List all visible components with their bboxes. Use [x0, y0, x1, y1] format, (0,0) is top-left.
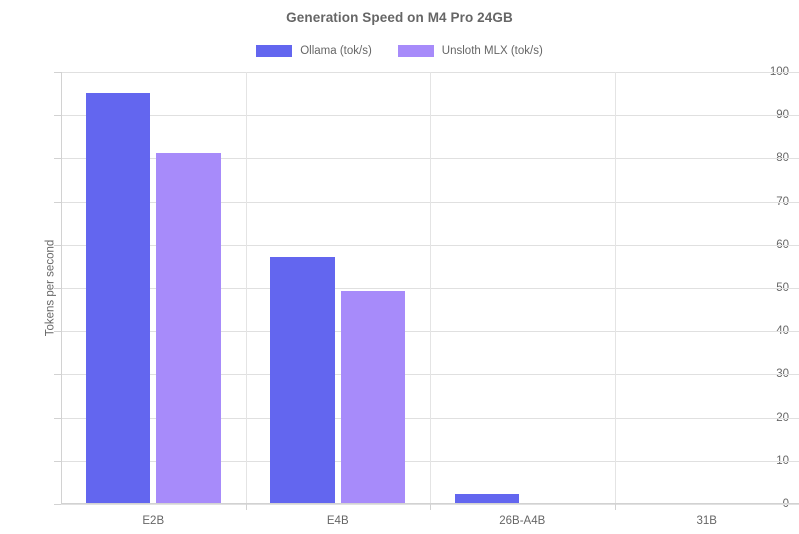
legend-swatch-icon: [397, 45, 434, 57]
legend-label: Unsloth MLX (tok/s): [441, 45, 543, 57]
category-divider: [430, 72, 431, 504]
y-axis-tick-mark: [54, 288, 61, 289]
y-axis-label-wrap: Tokens per second: [0, 72, 56, 504]
chart-legend: Ollama (tok/s) Unsloth MLX (tok/s): [0, 45, 799, 57]
x-axis-tick-mark: [430, 504, 431, 510]
y-axis-tick-mark: [54, 201, 61, 203]
y-axis-tick-mark: [54, 504, 61, 505]
y-axis-tick-mark: [54, 115, 61, 117]
chart-title: Generation Speed on M4 Pro 24GB: [286, 10, 513, 25]
bar[interactable]: [454, 494, 520, 503]
y-axis-line: [61, 72, 62, 504]
bar[interactable]: [156, 153, 221, 503]
x-axis-tick-label: E4B: [326, 515, 349, 527]
bar[interactable]: [340, 291, 406, 503]
y-axis-tick-mark: [54, 244, 61, 246]
x-axis-tick-label: E2B: [142, 515, 165, 527]
x-axis-tick-label: 26B-A4B: [499, 515, 546, 527]
bar[interactable]: [85, 92, 151, 503]
y-axis-tick-mark: [54, 417, 61, 419]
y-axis-tick-mark: [54, 331, 61, 333]
y-axis-tick-mark: [54, 374, 61, 376]
legend-label: Ollama (tok/s): [300, 45, 372, 57]
bar[interactable]: [270, 256, 335, 503]
x-axis-tick-mark: [614, 504, 616, 510]
y-axis-tick-mark: [54, 158, 61, 160]
legend-item-ollama[interactable]: Ollama (tok/s): [256, 45, 372, 57]
plot-area: [61, 72, 799, 505]
x-axis-tick-mark: [245, 504, 247, 510]
legend-item-unsloth-mlx[interactable]: Unsloth MLX (tok/s): [397, 45, 543, 57]
legend-swatch-icon: [256, 45, 293, 57]
x-axis-line: [61, 503, 799, 504]
y-axis-tick-mark: [54, 460, 61, 462]
category-divider: [245, 72, 247, 504]
y-axis-tick-mark: [54, 72, 61, 73]
x-axis-tick-label: 31B: [696, 515, 717, 527]
category-divider: [614, 72, 616, 504]
